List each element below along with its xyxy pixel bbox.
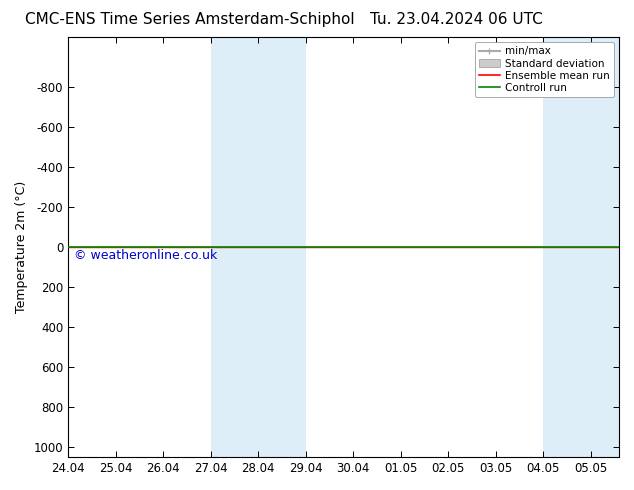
Legend: min/max, Standard deviation, Ensemble mean run, Controll run: min/max, Standard deviation, Ensemble me… [475,42,614,97]
Text: © weatheronline.co.uk: © weatheronline.co.uk [74,249,217,262]
Bar [543,37,619,457]
Y-axis label: Temperature 2m (°C): Temperature 2m (°C) [15,181,28,313]
Bar [210,37,306,457]
Text: Tu. 23.04.2024 06 UTC: Tu. 23.04.2024 06 UTC [370,12,543,27]
Text: CMC-ENS Time Series Amsterdam-Schiphol: CMC-ENS Time Series Amsterdam-Schiphol [25,12,355,27]
